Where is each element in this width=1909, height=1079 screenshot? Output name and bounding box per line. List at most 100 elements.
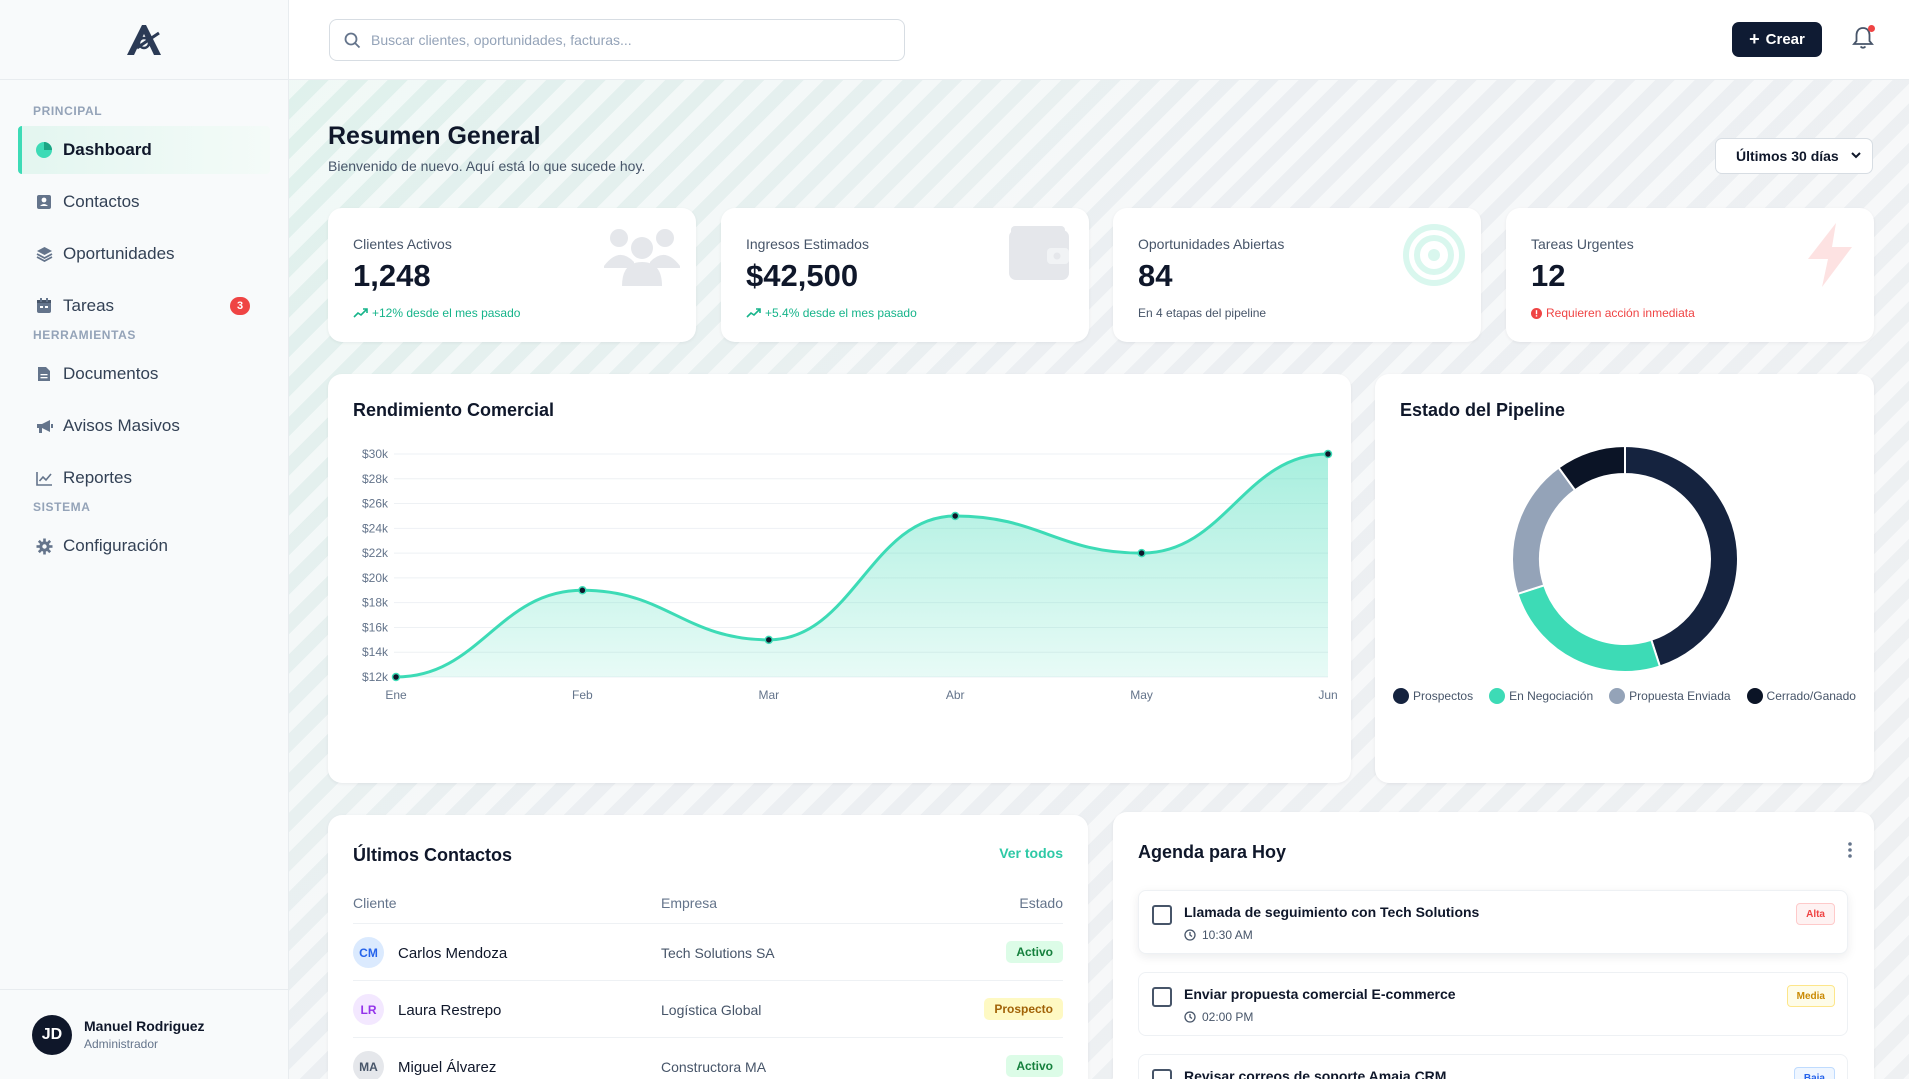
table-row[interactable]: MA Miguel Álvarez Constructora MA Activo <box>353 1038 1063 1079</box>
contact-company: Constructora MA <box>661 1059 767 1075</box>
donut-slice <box>1511 466 1577 596</box>
task-time: 10:30 AM <box>1184 928 1253 942</box>
search-box[interactable] <box>329 19 905 61</box>
notifications-button[interactable] <box>1852 25 1876 52</box>
task-checkbox[interactable] <box>1152 987 1172 1007</box>
task-checkbox[interactable] <box>1152 1069 1172 1079</box>
y-tick-label: $16k <box>362 620 389 634</box>
sidebar-item-label: Avisos Masivos <box>63 416 180 435</box>
legend-item-cerrado[interactable]: Cerrado/Ganado <box>1746 688 1856 704</box>
search-input[interactable] <box>371 32 891 48</box>
topbar: + Crear <box>289 0 1909 80</box>
kpi-label: Ingresos Estimados <box>746 236 869 252</box>
x-tick-label: Feb <box>572 688 593 702</box>
kpi-label: Clientes Activos <box>353 236 452 252</box>
sidebar: PRINCIPAL Dashboard Contactos Oportunida… <box>0 0 289 1079</box>
view-all-link[interactable]: Ver todos <box>999 845 1063 861</box>
x-tick-label: Ene <box>385 688 407 702</box>
task-checkbox[interactable] <box>1152 905 1172 925</box>
task-item[interactable]: Revisar correos de soporte Amaia CRM Baj… <box>1138 1054 1848 1079</box>
y-tick-label: $30k <box>362 447 389 461</box>
contact-name: Carlos Mendoza <box>398 945 508 962</box>
notification-dot <box>1868 25 1875 32</box>
avatar: CM <box>353 937 384 968</box>
create-button[interactable]: + Crear <box>1732 22 1822 57</box>
sidebar-item-configuracion[interactable]: Configuración <box>18 522 270 570</box>
sidebar-item-dashboard[interactable]: Dashboard <box>18 126 270 174</box>
date-range-value: Últimos 30 días <box>1736 148 1839 164</box>
plus-icon: + <box>1749 29 1760 49</box>
megaphone-icon <box>35 417 53 435</box>
legend-item-propuesta[interactable]: Propuesta Enviada <box>1609 688 1731 704</box>
task-item[interactable]: Llamada de seguimiento con Tech Solution… <box>1138 890 1848 954</box>
sidebar-item-avisos-masivos[interactable]: Avisos Masivos <box>18 402 270 450</box>
contact-name: Miguel Álvarez <box>398 1059 497 1076</box>
sidebar-item-oportunidades[interactable]: Oportunidades <box>18 230 270 278</box>
sidebar-item-label: Contactos <box>63 192 140 211</box>
gear-icon <box>35 537 53 555</box>
table-row[interactable]: CM Carlos Mendoza Tech Solutions SA Acti… <box>353 924 1063 981</box>
kpi-label: Oportunidades Abiertas <box>1138 236 1285 252</box>
legend-swatch <box>1489 688 1506 704</box>
legend-item-negociacion[interactable]: En Negociación <box>1489 688 1593 704</box>
sidebar-item-contactos[interactable]: Contactos <box>18 178 270 226</box>
sidebar-item-tareas[interactable]: Tareas 3 <box>18 282 270 330</box>
avatar: LR <box>353 994 384 1025</box>
calendar-icon <box>35 297 53 315</box>
task-item[interactable]: Enviar propuesta comercial E-commerce 02… <box>1138 972 1848 1036</box>
task-time-text: 10:30 AM <box>1202 928 1253 942</box>
data-point <box>391 672 401 682</box>
task-title: Llamada de seguimiento con Tech Solution… <box>1184 904 1480 920</box>
date-range-select[interactable]: Últimos 30 días <box>1715 138 1873 174</box>
more-options-icon[interactable] <box>1848 842 1852 858</box>
donut-slice <box>1516 584 1662 673</box>
legend-swatch <box>1746 688 1763 704</box>
x-tick-label: May <box>1130 688 1153 702</box>
table-divider <box>353 923 1063 924</box>
legend-label: Propuesta Enviada <box>1629 689 1731 703</box>
sales-chart: $12k $14k $16k $18k $20k $22k $24k $26k $28k $30k… <box>362 447 1338 702</box>
y-tick-label: $24k <box>362 521 389 535</box>
data-point <box>950 511 960 521</box>
sidebar-item-label: Configuración <box>63 536 168 555</box>
alert-circle-icon <box>1531 307 1542 319</box>
kpi-card-clientes: Clientes Activos 1,248 +12% desde el mes… <box>328 208 696 342</box>
sidebar-item-label: Oportunidades <box>63 244 175 263</box>
create-button-label: Crear <box>1765 31 1805 48</box>
page-title: Resumen General <box>328 122 541 150</box>
kpi-value: 12 <box>1531 258 1566 293</box>
sidebar-item-label: Dashboard <box>63 140 152 159</box>
series-line <box>395 452 1329 679</box>
user-profile[interactable]: JD Manuel Rodriguez Administrador <box>0 989 289 1079</box>
app-logo-icon[interactable] <box>123 21 165 59</box>
legend-swatch <box>1609 688 1626 704</box>
search-icon <box>344 32 361 48</box>
y-tick-label: $18k <box>362 596 389 610</box>
avatar: JD <box>32 1014 72 1055</box>
legend-label: En Negociación <box>1509 689 1594 703</box>
trend-up-icon <box>746 308 761 318</box>
avatar: MA <box>353 1051 384 1079</box>
sidebar-item-reportes[interactable]: Reportes <box>18 454 270 502</box>
y-tick-label: $12k <box>362 670 389 684</box>
kpi-card-tareas: Tareas Urgentes 12 Requieren acción inme… <box>1506 208 1874 342</box>
legend-item-prospectos[interactable]: Prospectos <box>1393 688 1473 704</box>
contact-company: Tech Solutions SA <box>661 945 775 961</box>
agenda-title: Agenda para Hoy <box>1138 842 1287 862</box>
table-row[interactable]: LR Laura Restrepo Logística Global Prosp… <box>353 981 1063 1038</box>
sales-chart-card: Rendimiento Comercial $12k $14k $16k $18k $2… <box>328 374 1351 783</box>
task-time-text: 02:00 PM <box>1202 1010 1254 1024</box>
data-point <box>764 635 774 645</box>
contact-company: Logística Global <box>661 1002 762 1018</box>
wallet-icon <box>1009 226 1069 280</box>
pipeline-card: Estado del Pipeline Prospectos En Negoci… <box>1375 374 1874 783</box>
x-tick-label: Abr <box>946 688 965 702</box>
sidebar-item-label: Tareas <box>63 296 115 315</box>
users-icon <box>604 229 680 286</box>
kpi-note-text: En 4 etapas del pipeline <box>1138 306 1267 320</box>
user-role: Administrador <box>84 1037 159 1051</box>
sidebar-item-documentos[interactable]: Documentos <box>18 350 270 398</box>
main-content: Resumen General Bienvenido de nuevo. Aqu… <box>289 80 1909 1079</box>
data-point <box>1137 548 1146 558</box>
kpi-note-text: +5.4% desde el mes pasado <box>765 306 917 320</box>
